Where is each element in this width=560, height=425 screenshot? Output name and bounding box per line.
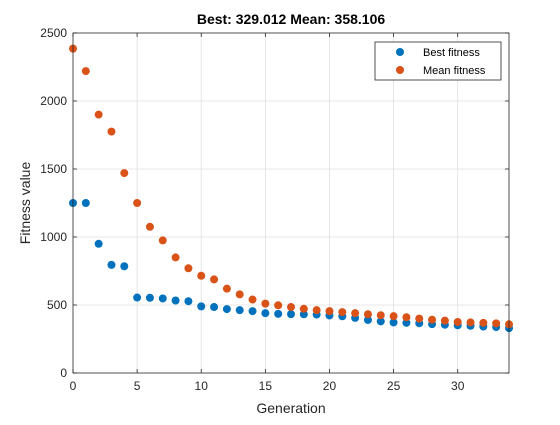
best-fitness-point <box>210 303 219 312</box>
mean-fitness-point <box>338 308 347 317</box>
best-fitness-point <box>94 239 103 248</box>
mean-fitness-point <box>287 303 295 312</box>
x-axis-label: Generation <box>256 400 325 416</box>
ticks: 0 5 10 15 20 25 30 0 500 1000 1500 2000 2500 <box>40 26 509 393</box>
best-fitness-point <box>171 296 180 305</box>
best-fitness-point <box>158 294 167 303</box>
mean-fitness-point <box>389 312 398 321</box>
mean-fitness-point <box>479 318 488 327</box>
x-tick-label: 10 <box>195 379 209 393</box>
mean-fitness-point <box>428 315 437 324</box>
chart-title: Best: 329.012 Mean: 358.106 <box>197 11 386 27</box>
mean-fitness-point <box>363 310 372 319</box>
mean-fitness-point <box>466 318 475 327</box>
legend-marker-best <box>396 48 404 56</box>
best-fitness-point <box>222 305 231 314</box>
mean-fitness-point <box>261 299 270 308</box>
x-tick-label: 25 <box>387 379 401 393</box>
best-fitness-point <box>120 262 129 271</box>
x-tick-label: 5 <box>134 379 141 393</box>
legend: Best fitness Mean fitness <box>374 41 502 81</box>
y-tick-label: 2500 <box>40 26 67 40</box>
best-fitness-point <box>133 293 142 302</box>
mean-fitness-point <box>81 67 90 76</box>
mean-fitness-point <box>299 304 308 313</box>
best-fitness-point <box>274 309 283 318</box>
best-fitness-point <box>376 317 385 326</box>
y-tick-label: 2000 <box>40 94 67 108</box>
legend-marker-mean <box>396 66 404 74</box>
grid <box>73 33 509 373</box>
best-fitness-point <box>235 306 244 315</box>
mean-fitness-point <box>492 319 501 328</box>
y-tick-label: 1000 <box>40 230 67 244</box>
y-tick-label: 1500 <box>40 162 67 176</box>
best-fitness-point <box>145 293 154 302</box>
best-fitness-point <box>81 199 90 207</box>
mean-fitness-point <box>248 295 257 304</box>
legend-label-mean: Mean fitness <box>423 65 486 77</box>
mean-fitness-point <box>171 253 180 262</box>
mean-fitness-point <box>325 307 334 316</box>
mean-fitness-point <box>274 301 283 310</box>
mean-fitness-point <box>312 306 321 315</box>
mean-fitness-point <box>120 169 129 178</box>
mean-fitness-point <box>402 313 411 322</box>
mean-fitness-point <box>184 264 193 273</box>
y-axis-label: Fitness value <box>17 162 33 245</box>
mean-fitness-point <box>197 271 206 280</box>
mean-fitness-point <box>453 318 462 326</box>
mean-fitness-point <box>210 275 219 284</box>
best-fitness-point <box>248 307 257 316</box>
mean-fitness-point <box>415 314 424 323</box>
best-fitness-point <box>402 318 411 327</box>
best-fitness-point <box>184 297 193 306</box>
series-mean <box>69 44 513 329</box>
y-tick-label: 500 <box>47 298 67 312</box>
best-fitness-point <box>197 302 206 311</box>
mean-fitness-point <box>158 236 167 245</box>
best-fitness-point <box>107 260 116 269</box>
mean-fitness-point <box>440 316 449 325</box>
mean-fitness-point <box>133 199 142 207</box>
mean-fitness-point <box>145 222 154 231</box>
plot-frame <box>72 32 510 374</box>
best-fitness-point <box>287 310 295 319</box>
mean-fitness-point <box>351 309 360 318</box>
x-tick-label: 15 <box>259 379 273 393</box>
x-tick-label: 30 <box>451 379 465 393</box>
mean-fitness-point <box>222 284 231 293</box>
mean-fitness-point <box>107 127 116 136</box>
legend-label-best: Best fitness <box>423 47 480 59</box>
best-fitness-point <box>363 315 372 324</box>
mean-fitness-point <box>235 290 244 299</box>
x-tick-label: 0 <box>70 379 77 393</box>
best-fitness-point <box>261 309 270 318</box>
x-tick-label: 20 <box>323 379 337 393</box>
mean-fitness-point <box>376 311 385 320</box>
y-tick-label: 0 <box>60 366 67 380</box>
series-layer <box>69 44 513 333</box>
mean-fitness-point <box>94 110 103 119</box>
legend-box <box>374 41 502 81</box>
best-fitness-point <box>389 318 398 327</box>
